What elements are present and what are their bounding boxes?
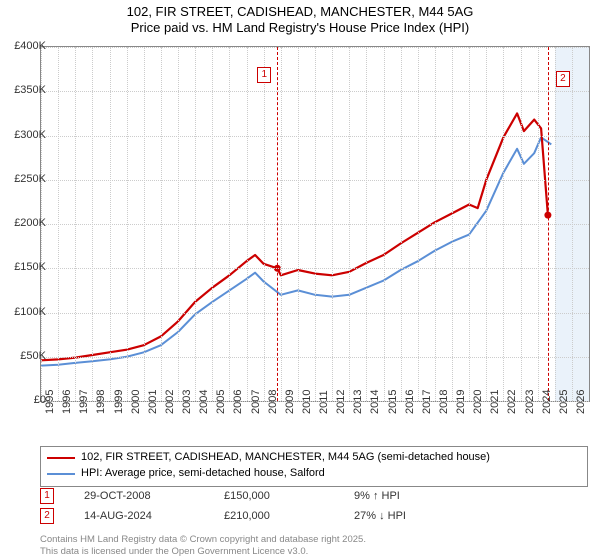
x-tick-label: 2013: [352, 390, 364, 414]
footer-line-1: Contains HM Land Registry data © Crown c…: [40, 534, 366, 546]
legend-swatch-hpi: [47, 473, 75, 475]
event-price-2: £210,000: [224, 510, 324, 522]
y-tick-label: £150K: [14, 261, 46, 273]
title-line-1: 102, FIR STREET, CADISHEAD, MANCHESTER, …: [0, 4, 600, 20]
event-marker-2: 2: [40, 508, 54, 524]
x-tick-label: 2018: [438, 390, 450, 414]
x-tick-label: 1995: [44, 390, 56, 414]
legend-swatch-price-paid: [47, 457, 75, 459]
x-tick-label: 1998: [95, 390, 107, 414]
series-line-price_paid: [41, 113, 548, 360]
y-tick-label: £250K: [14, 173, 46, 185]
events-table: 1 29-OCT-2008 £150,000 9% ↑ HPI 2 14-AUG…: [40, 488, 454, 528]
y-tick-label: £350K: [14, 84, 46, 96]
legend-row-hpi: HPI: Average price, semi-detached house,…: [47, 466, 581, 482]
x-tick-label: 2001: [147, 390, 159, 414]
event-delta-1: 9% ↑ HPI: [354, 490, 454, 502]
legend-label-price-paid: 102, FIR STREET, CADISHEAD, MANCHESTER, …: [81, 450, 490, 466]
legend-row-price-paid: 102, FIR STREET, CADISHEAD, MANCHESTER, …: [47, 450, 581, 466]
event-vline-2: [548, 47, 549, 401]
y-tick-label: £400K: [14, 40, 46, 52]
x-tick-label: 2004: [198, 390, 210, 414]
event-delta-2: 27% ↓ HPI: [354, 510, 454, 522]
event-date-2: 14-AUG-2024: [84, 510, 194, 522]
event-price-1: £150,000: [224, 490, 324, 502]
y-tick-label: £300K: [14, 129, 46, 141]
x-tick-label: 2017: [421, 390, 433, 414]
x-tick-label: 2012: [335, 390, 347, 414]
event-row-2: 2 14-AUG-2024 £210,000 27% ↓ HPI: [40, 508, 454, 524]
x-tick-label: 2003: [181, 390, 193, 414]
x-tick-label: 2009: [284, 390, 296, 414]
x-tick-label: 2019: [455, 390, 467, 414]
event-date-1: 29-OCT-2008: [84, 490, 194, 502]
x-tick-label: 1996: [61, 390, 73, 414]
x-tick-label: 2000: [130, 390, 142, 414]
x-tick-label: 2026: [575, 390, 587, 414]
footer-line-2: This data is licensed under the Open Gov…: [40, 546, 366, 558]
chart-container: 102, FIR STREET, CADISHEAD, MANCHESTER, …: [0, 0, 600, 560]
x-tick-label: 2025: [558, 390, 570, 414]
title-line-2: Price paid vs. HM Land Registry's House …: [0, 20, 600, 36]
x-tick-label: 2014: [369, 390, 381, 414]
x-tick-label: 2007: [250, 390, 262, 414]
x-tick-label: 2010: [301, 390, 313, 414]
event-marker-1: 1: [40, 488, 54, 504]
series-line-hpi: [41, 137, 551, 365]
x-tick-label: 1997: [78, 390, 90, 414]
x-tick-label: 2023: [524, 390, 536, 414]
y-tick-label: £200K: [14, 217, 46, 229]
x-tick-label: 2022: [506, 390, 518, 414]
x-tick-label: 2011: [318, 390, 330, 414]
x-tick-label: 2002: [164, 390, 176, 414]
x-tick-label: 2016: [404, 390, 416, 414]
event-vline-1: [277, 47, 278, 401]
x-tick-label: 2024: [541, 390, 553, 414]
x-tick-label: 2008: [267, 390, 279, 414]
event-marker-label-2: 2: [556, 71, 570, 87]
y-tick-label: £50K: [20, 350, 46, 362]
footer-attribution: Contains HM Land Registry data © Crown c…: [40, 534, 366, 558]
y-tick-label: £100K: [14, 306, 46, 318]
x-tick-label: 2021: [489, 390, 501, 414]
x-tick-label: 1999: [113, 390, 125, 414]
x-tick-label: 2005: [215, 390, 227, 414]
x-tick-label: 2006: [232, 390, 244, 414]
legend-box: 102, FIR STREET, CADISHEAD, MANCHESTER, …: [40, 446, 588, 487]
x-tick-label: 2015: [387, 390, 399, 414]
title-block: 102, FIR STREET, CADISHEAD, MANCHESTER, …: [0, 0, 600, 37]
legend-label-hpi: HPI: Average price, semi-detached house,…: [81, 466, 325, 482]
x-tick-label: 2020: [472, 390, 484, 414]
plot-area: 12: [40, 46, 590, 402]
event-row-1: 1 29-OCT-2008 £150,000 9% ↑ HPI: [40, 488, 454, 504]
event-marker-label-1: 1: [257, 67, 271, 83]
